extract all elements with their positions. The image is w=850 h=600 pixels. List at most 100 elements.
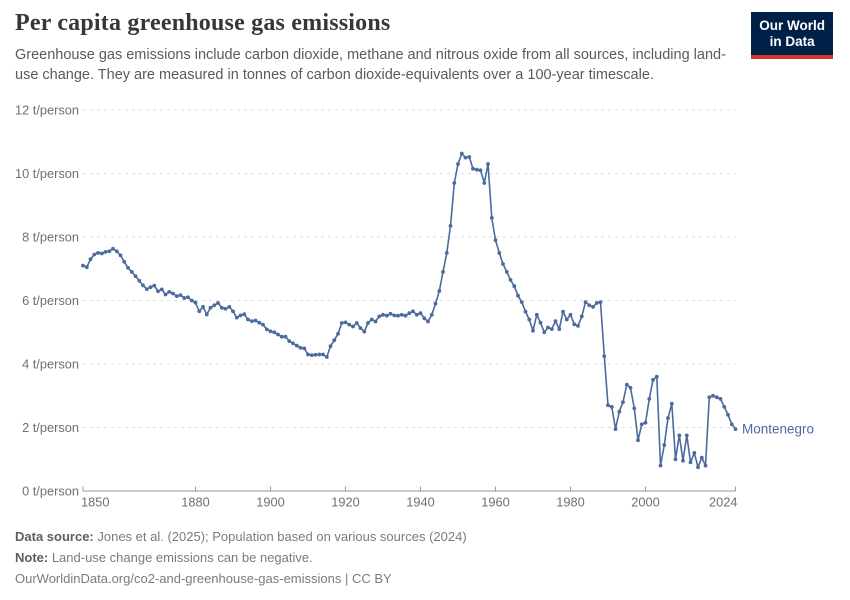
- data-point[interactable]: [669, 401, 674, 406]
- data-point[interactable]: [317, 352, 322, 357]
- data-point[interactable]: [621, 400, 625, 404]
- data-point[interactable]: [122, 259, 127, 264]
- data-point[interactable]: [92, 252, 97, 257]
- data-point[interactable]: [189, 298, 194, 303]
- data-point[interactable]: [81, 263, 85, 268]
- data-point[interactable]: [519, 300, 524, 304]
- data-point[interactable]: [411, 309, 415, 314]
- data-point[interactable]: [613, 427, 618, 431]
- data-point[interactable]: [88, 257, 93, 262]
- data-point[interactable]: [343, 320, 348, 325]
- data-point[interactable]: [632, 406, 637, 411]
- data-point[interactable]: [684, 433, 689, 438]
- data-point[interactable]: [489, 216, 494, 220]
- data-point[interactable]: [347, 322, 352, 327]
- data-point[interactable]: [538, 320, 543, 325]
- data-point[interactable]: [711, 393, 715, 398]
- data-point[interactable]: [306, 352, 310, 357]
- data-point[interactable]: [508, 278, 513, 282]
- data-point[interactable]: [658, 463, 663, 468]
- data-point[interactable]: [688, 460, 693, 465]
- data-point[interactable]: [313, 352, 318, 357]
- data-point[interactable]: [231, 309, 235, 314]
- data-point[interactable]: [587, 303, 592, 308]
- data-point[interactable]: [298, 345, 303, 350]
- data-point[interactable]: [594, 301, 599, 305]
- data-point[interactable]: [448, 224, 453, 228]
- data-point[interactable]: [227, 305, 232, 309]
- data-point[interactable]: [339, 321, 344, 325]
- data-point[interactable]: [309, 353, 314, 357]
- data-point[interactable]: [96, 251, 100, 255]
- data-point[interactable]: [362, 329, 367, 334]
- data-point[interactable]: [283, 334, 288, 339]
- data-point[interactable]: [328, 344, 333, 349]
- data-point[interactable]: [351, 324, 355, 329]
- data-point[interactable]: [617, 409, 622, 414]
- data-point[interactable]: [527, 317, 532, 322]
- data-point[interactable]: [216, 301, 220, 305]
- data-point[interactable]: [561, 309, 565, 314]
- data-point[interactable]: [234, 315, 239, 320]
- chart-line-montenegro[interactable]: [82, 152, 737, 468]
- data-point[interactable]: [703, 463, 708, 468]
- data-point[interactable]: [163, 292, 168, 297]
- data-point[interactable]: [486, 162, 490, 166]
- data-point[interactable]: [459, 151, 464, 156]
- data-point[interactable]: [377, 314, 382, 319]
- data-point[interactable]: [118, 253, 123, 258]
- data-point[interactable]: [463, 155, 468, 160]
- data-point[interactable]: [628, 385, 633, 390]
- data-point[interactable]: [324, 355, 329, 359]
- data-point[interactable]: [257, 320, 262, 325]
- data-point[interactable]: [549, 327, 554, 331]
- data-point[interactable]: [186, 295, 190, 300]
- data-point[interactable]: [156, 289, 160, 294]
- data-point[interactable]: [726, 412, 730, 417]
- data-point[interactable]: [114, 249, 119, 254]
- data-point[interactable]: [696, 465, 700, 470]
- data-point[interactable]: [148, 285, 153, 290]
- data-point[interactable]: [579, 314, 584, 319]
- data-point[interactable]: [542, 330, 547, 335]
- data-point[interactable]: [643, 420, 648, 425]
- data-point[interactable]: [444, 251, 449, 255]
- data-point[interactable]: [369, 317, 374, 322]
- data-point[interactable]: [568, 312, 573, 317]
- data-point[interactable]: [396, 313, 400, 318]
- data-point[interactable]: [714, 395, 719, 400]
- data-point[interactable]: [651, 378, 655, 382]
- data-point[interactable]: [572, 322, 577, 327]
- data-point[interactable]: [429, 312, 434, 317]
- data-point[interactable]: [583, 300, 588, 304]
- data-point[interactable]: [722, 405, 727, 409]
- data-point[interactable]: [512, 284, 517, 289]
- data-point[interactable]: [576, 324, 580, 328]
- series-label-montenegro[interactable]: Montenegro: [742, 422, 814, 437]
- data-point[interactable]: [546, 325, 550, 330]
- data-point[interactable]: [557, 327, 562, 331]
- data-point[interactable]: [332, 338, 337, 343]
- data-point[interactable]: [133, 274, 138, 278]
- data-point[interactable]: [171, 291, 175, 296]
- data-point[interactable]: [677, 433, 682, 438]
- data-point[interactable]: [302, 346, 307, 351]
- data-point[interactable]: [606, 403, 610, 408]
- data-point[interactable]: [733, 427, 738, 431]
- data-point[interactable]: [452, 181, 457, 185]
- data-point[interactable]: [99, 251, 104, 256]
- data-point[interactable]: [501, 262, 505, 266]
- data-point[interactable]: [358, 326, 363, 330]
- data-point[interactable]: [272, 330, 277, 335]
- data-point[interactable]: [264, 327, 269, 332]
- data-point[interactable]: [223, 306, 228, 311]
- data-point[interactable]: [482, 181, 487, 185]
- data-point[interactable]: [414, 312, 419, 317]
- data-point[interactable]: [144, 287, 149, 291]
- data-point[interactable]: [261, 322, 265, 327]
- data-point[interactable]: [422, 316, 427, 321]
- data-point[interactable]: [291, 341, 295, 346]
- data-point[interactable]: [399, 312, 404, 317]
- data-point[interactable]: [159, 287, 164, 292]
- data-point[interactable]: [467, 155, 472, 159]
